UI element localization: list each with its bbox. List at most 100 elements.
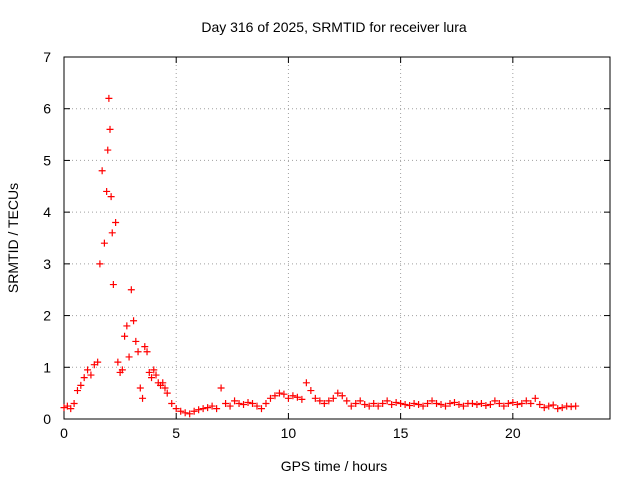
data-point bbox=[204, 404, 212, 412]
data-point bbox=[379, 399, 387, 407]
data-point bbox=[406, 402, 414, 410]
data-point bbox=[98, 167, 106, 175]
data-point bbox=[397, 399, 405, 407]
data-point bbox=[257, 405, 265, 413]
data-point bbox=[262, 399, 270, 407]
data-point bbox=[415, 401, 423, 409]
data-point bbox=[271, 392, 279, 400]
data-point bbox=[370, 399, 378, 407]
data-point bbox=[222, 399, 230, 407]
data-point bbox=[325, 397, 333, 405]
data-point bbox=[424, 399, 432, 407]
data-point bbox=[284, 394, 292, 402]
data-point bbox=[459, 402, 467, 410]
data-point bbox=[388, 401, 396, 409]
data-point bbox=[527, 399, 535, 407]
data-point bbox=[298, 395, 306, 403]
data-point bbox=[540, 404, 548, 412]
data-point bbox=[446, 399, 454, 407]
axis-ticks: 0 5 10 15 20 0 1 2 3 4 5 6 7 bbox=[43, 49, 610, 441]
data-point bbox=[365, 402, 373, 410]
data-point bbox=[293, 393, 301, 401]
data-point bbox=[172, 405, 180, 413]
data-point bbox=[132, 337, 140, 345]
data-point bbox=[473, 401, 481, 409]
data-point bbox=[103, 187, 111, 195]
data-point bbox=[125, 353, 133, 361]
data-point bbox=[231, 397, 239, 405]
data-point bbox=[320, 399, 328, 407]
data-point bbox=[392, 398, 400, 406]
grid-lines bbox=[64, 57, 610, 419]
data-point bbox=[249, 399, 257, 407]
data-point bbox=[495, 399, 503, 407]
data-points bbox=[60, 94, 580, 418]
data-point bbox=[266, 394, 274, 402]
data-point bbox=[163, 389, 171, 397]
y-tick-label: 1 bbox=[43, 359, 51, 375]
data-point bbox=[549, 401, 557, 409]
data-point bbox=[504, 399, 512, 407]
data-point bbox=[208, 402, 216, 410]
data-point bbox=[482, 402, 490, 410]
plot-frame bbox=[63, 56, 611, 420]
data-point bbox=[87, 371, 95, 379]
data-point bbox=[130, 317, 138, 325]
data-point bbox=[410, 399, 418, 407]
data-point bbox=[383, 397, 391, 405]
data-point bbox=[114, 358, 122, 366]
data-point bbox=[509, 398, 517, 406]
data-point bbox=[554, 405, 562, 413]
data-point bbox=[104, 146, 112, 154]
y-tick-label: 6 bbox=[43, 101, 51, 117]
data-point bbox=[107, 193, 115, 201]
data-point bbox=[468, 399, 476, 407]
data-point bbox=[161, 384, 169, 392]
data-point bbox=[545, 402, 553, 410]
data-point bbox=[77, 381, 85, 389]
data-point bbox=[347, 402, 355, 410]
data-point bbox=[486, 401, 494, 409]
data-point bbox=[112, 218, 120, 226]
data-point bbox=[558, 404, 566, 412]
data-point bbox=[186, 410, 194, 418]
data-point bbox=[338, 392, 346, 400]
data-point bbox=[159, 379, 167, 387]
y-axis-label: SRMTID / TECUs bbox=[5, 183, 21, 293]
data-point bbox=[329, 394, 337, 402]
data-point bbox=[437, 401, 445, 409]
data-point bbox=[442, 402, 450, 410]
data-point bbox=[118, 366, 126, 374]
data-point bbox=[500, 402, 508, 410]
data-point bbox=[491, 397, 499, 405]
data-point bbox=[513, 401, 521, 409]
data-point bbox=[280, 390, 288, 398]
data-point bbox=[289, 392, 297, 400]
data-point bbox=[213, 405, 221, 413]
data-point bbox=[572, 402, 580, 410]
data-point bbox=[374, 402, 382, 410]
data-point bbox=[217, 384, 225, 392]
x-tick-label: 15 bbox=[393, 425, 409, 441]
data-point bbox=[311, 394, 319, 402]
data-point bbox=[123, 322, 131, 330]
y-tick-label: 4 bbox=[43, 204, 51, 220]
x-axis-label: GPS time / hours bbox=[281, 458, 388, 474]
data-point bbox=[419, 402, 427, 410]
data-point bbox=[244, 398, 252, 406]
data-point bbox=[356, 397, 364, 405]
data-point bbox=[450, 398, 458, 406]
data-point bbox=[177, 407, 185, 415]
data-point bbox=[145, 368, 153, 376]
data-point bbox=[518, 399, 526, 407]
data-point bbox=[70, 399, 78, 407]
x-tick-label: 20 bbox=[505, 425, 521, 441]
data-point bbox=[195, 406, 203, 414]
data-point bbox=[106, 125, 114, 133]
data-point bbox=[105, 94, 113, 102]
data-point bbox=[240, 401, 248, 409]
y-tick-label: 3 bbox=[43, 256, 51, 272]
data-point bbox=[477, 399, 485, 407]
data-point bbox=[522, 397, 530, 405]
